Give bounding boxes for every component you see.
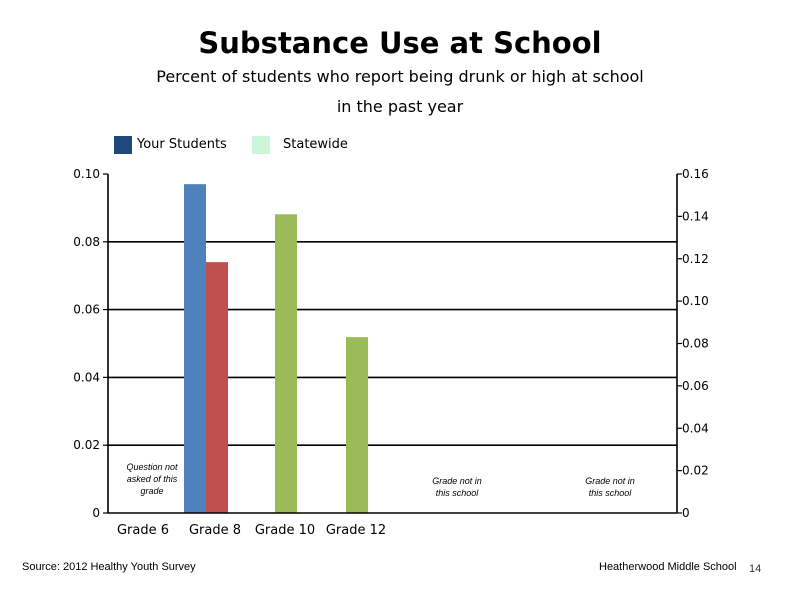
bar-2-grade-10	[275, 214, 297, 513]
note-1-line-1: this school	[436, 488, 480, 498]
bar-2-grade-12	[346, 337, 368, 513]
x-tick-label-grade-6: Grade 6	[117, 523, 169, 538]
note-0-line-2: grade	[140, 486, 163, 496]
chart-subtitle-line2: in the past year	[336, 97, 464, 116]
y-left-tick-label-1: 0.02	[73, 438, 100, 452]
y-right-tick-label-1: 0.02	[682, 464, 709, 478]
note-2-line-0: Grade not in	[585, 476, 635, 486]
y-left-tick-label-3: 0.06	[73, 303, 100, 317]
y-right-tick-label-7: 0.14	[682, 209, 709, 223]
page-number: 14	[749, 563, 762, 575]
legend-swatch-statewide	[252, 136, 270, 154]
y-right-tick-label-6: 0.12	[682, 252, 709, 266]
source-note: Source: 2012 Healthy Youth Survey	[22, 561, 196, 573]
legend-label-statewide: Statewide	[283, 137, 348, 152]
legend-swatch-your-students	[114, 136, 132, 154]
note-2-line-1: this school	[589, 488, 633, 498]
y-right-tick-label-8: 0.16	[682, 167, 709, 181]
x-tick-label-grade-12: Grade 12	[326, 523, 386, 538]
y-left-tick-label-2: 0.04	[73, 370, 100, 384]
chart-subtitle-line1: Percent of students who report being dru…	[156, 67, 644, 86]
bar-1-grade-8	[206, 262, 228, 513]
note-1-line-0: Grade not in	[432, 476, 482, 486]
note-0-line-0: Question not	[126, 462, 178, 472]
school-name: Heatherwood Middle School	[599, 561, 737, 573]
y-left-tick-label-4: 0.08	[73, 235, 100, 249]
bar-0-grade-8	[184, 184, 206, 514]
y-left-tick-label-5: 0.10	[73, 167, 100, 181]
x-tick-label-grade-10: Grade 10	[255, 523, 315, 538]
y-right-tick-label-2: 0.04	[682, 421, 709, 435]
y-left-tick-label-0: 0	[92, 506, 100, 520]
x-tick-label-grade-8: Grade 8	[189, 523, 241, 538]
y-right-tick-label-0: 0	[682, 506, 690, 520]
y-right-tick-label-5: 0.10	[682, 294, 709, 308]
chart-title: Substance Use at School	[198, 26, 602, 60]
note-0-line-1: asked of this	[127, 474, 178, 484]
y-right-tick-label-3: 0.06	[682, 379, 709, 393]
legend-label-your-students: Your Students	[137, 137, 227, 152]
y-right-tick-label-4: 0.08	[682, 337, 709, 351]
